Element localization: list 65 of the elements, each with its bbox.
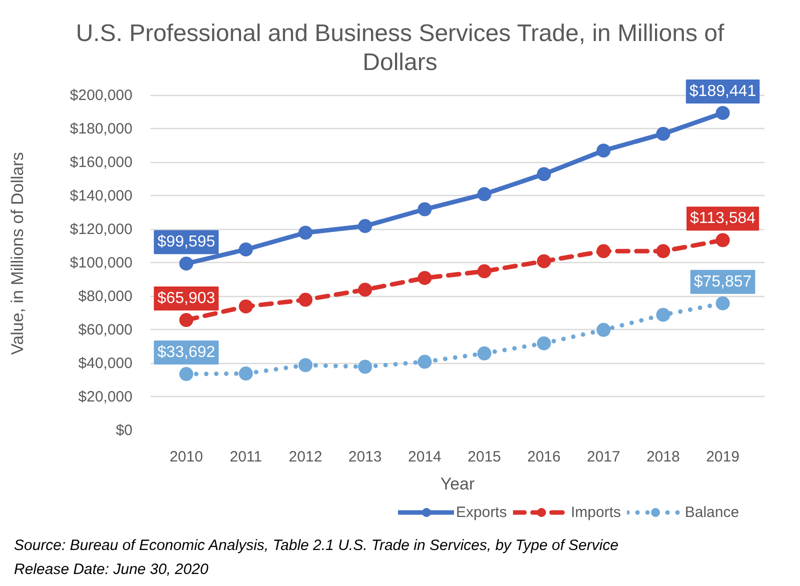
x-tick-label: 2010	[170, 448, 203, 466]
point	[716, 106, 730, 120]
data-label: $33,692	[157, 344, 216, 362]
point	[477, 187, 492, 202]
text: Release Date: June 30, 2020	[14, 561, 208, 578]
x-tick-label: 2016	[527, 448, 561, 466]
x-tick-label: 2017	[586, 448, 620, 466]
point	[536, 254, 551, 268]
x-tick-label: 2015	[468, 448, 502, 466]
point	[716, 296, 730, 310]
x-tick-label: 2014	[408, 448, 442, 466]
x-tick-label: 2011	[230, 448, 262, 466]
legend-label: Imports	[570, 504, 621, 520]
y-tick-label: $200,000	[70, 86, 133, 104]
point	[418, 202, 432, 216]
x-tick-label: 2019	[706, 448, 740, 466]
point	[596, 244, 611, 258]
point	[418, 354, 432, 369]
y-tick-label: $180,000	[70, 120, 133, 138]
y-tick-label: $160,000	[70, 154, 133, 171]
point	[596, 144, 611, 158]
point	[358, 282, 372, 297]
x-tick-label: 2018	[646, 448, 680, 466]
point	[656, 244, 670, 258]
data-label: $113,584	[690, 210, 756, 228]
point	[596, 322, 611, 337]
point	[477, 346, 492, 360]
point	[298, 226, 312, 240]
point	[656, 126, 670, 141]
point	[536, 167, 551, 182]
y-tick-label: $100,000	[70, 254, 133, 272]
y-axis-title: Value, in Millions of Dollars	[8, 152, 27, 355]
point	[238, 366, 253, 380]
point	[716, 233, 730, 248]
point	[656, 308, 670, 322]
data-label: $189,441	[689, 82, 756, 100]
point	[418, 270, 432, 285]
chart-title: U.S. Professional and Business Services Trade, in Millions of Dollars	[74, 19, 726, 77]
y-tick-label: $120,000	[70, 220, 133, 238]
point	[536, 336, 551, 350]
point	[358, 219, 372, 234]
y-tick-label: $0	[116, 422, 133, 439]
legend-label: Balance	[684, 504, 740, 520]
source-note: Source: Bureau of Economic Analysis, Table 2.1 U.S. Trade in Services, by Type of Service	[14, 537, 618, 554]
x-tick-label: 2013	[348, 448, 382, 466]
point	[477, 264, 492, 278]
x-axis-title: Year	[440, 474, 476, 494]
data-label: $65,903	[157, 290, 216, 308]
y-tick-label: $60,000	[78, 321, 133, 338]
point	[179, 256, 194, 271]
data-label: $75,857	[694, 273, 752, 290]
point	[358, 360, 372, 374]
point	[298, 358, 312, 372]
point	[238, 299, 253, 314]
y-tick-label: $140,000	[70, 187, 133, 204]
x-tick-label: 2012	[288, 448, 322, 466]
point	[179, 367, 194, 382]
y-tick-label: $20,000	[78, 388, 133, 406]
point	[238, 242, 253, 256]
point	[179, 313, 194, 328]
y-tick-label: $40,000	[78, 354, 133, 372]
y-tick-label: $80,000	[78, 288, 133, 305]
legend-label: Exports	[456, 504, 507, 520]
data-label: $99,595	[157, 234, 216, 251]
point	[298, 292, 312, 307]
